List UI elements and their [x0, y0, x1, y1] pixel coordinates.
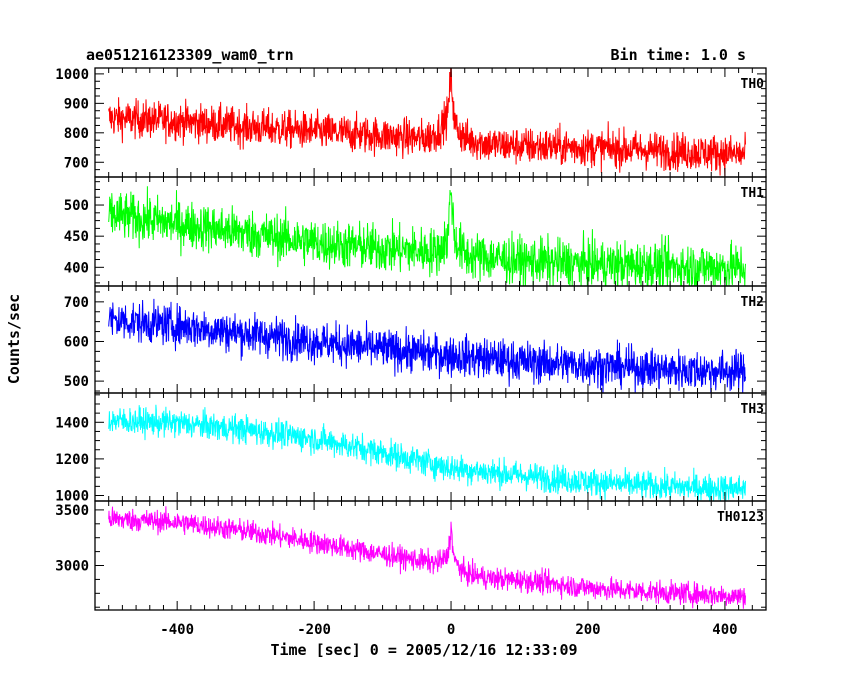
x-tick-label: -200	[297, 622, 331, 638]
y-tick-label: 1200	[55, 452, 89, 468]
panel-frame	[94, 285, 767, 394]
y-tick-label: 3000	[55, 559, 89, 575]
panel-name-label: TH0123	[717, 510, 764, 525]
y-tick-label: 3500	[55, 503, 89, 519]
x-tick-label: -400	[160, 622, 194, 638]
y-tick-label: 400	[64, 260, 89, 276]
bin-time-label: Bin time: 1.0 s	[611, 46, 746, 64]
panel-th0123: 3000 3500 TH0123	[55, 500, 767, 611]
y-tick-label: 1000	[55, 489, 89, 505]
panel-name-label: TH0	[741, 77, 765, 92]
y-tick-label: 600	[64, 334, 89, 350]
series-line-th0	[108, 68, 746, 177]
y-tick-label: 1400	[55, 415, 89, 431]
y-tick-label: 800	[64, 126, 89, 142]
x-axis-label: Time [sec] 0 = 2005/12/16 12:33:09	[270, 641, 577, 659]
series-line-th3	[108, 404, 746, 501]
panels-group: 700 800 900 1000 TH0 400 450 500 TH1 500 600 700 TH2…	[55, 67, 767, 638]
y-tick-label: 700	[64, 155, 89, 171]
x-tick-label: 0	[447, 622, 455, 638]
x-tick-label: 400	[712, 622, 737, 638]
chart-title: ae051216123309_wam0_trn	[86, 46, 294, 64]
panel-frame	[94, 500, 767, 611]
panel-th1: 400 450 500 TH1	[64, 176, 767, 287]
panel-th2: 500 600 700 TH2	[64, 285, 767, 394]
y-tick-label: 500	[64, 198, 89, 214]
y-tick-label: 900	[64, 96, 89, 112]
series-line-th2	[108, 298, 746, 393]
y-tick-label: 500	[64, 374, 89, 390]
panel-name-label: TH2	[741, 295, 764, 310]
y-tick-label: 1000	[55, 67, 89, 83]
series-line-th1	[108, 186, 746, 286]
panel-name-label: TH3	[741, 402, 764, 417]
y-axis-label: Counts/sec	[5, 294, 23, 384]
series-line-th0123	[108, 506, 746, 609]
y-tick-label: 700	[64, 295, 89, 311]
panel-th0: 700 800 900 1000 TH0	[55, 67, 767, 178]
y-tick-label: 450	[64, 229, 89, 245]
x-tick-label: 200	[575, 622, 600, 638]
panel-name-label: TH1	[741, 186, 765, 201]
panel-th3: 1000 1200 1400 TH3	[55, 392, 767, 505]
